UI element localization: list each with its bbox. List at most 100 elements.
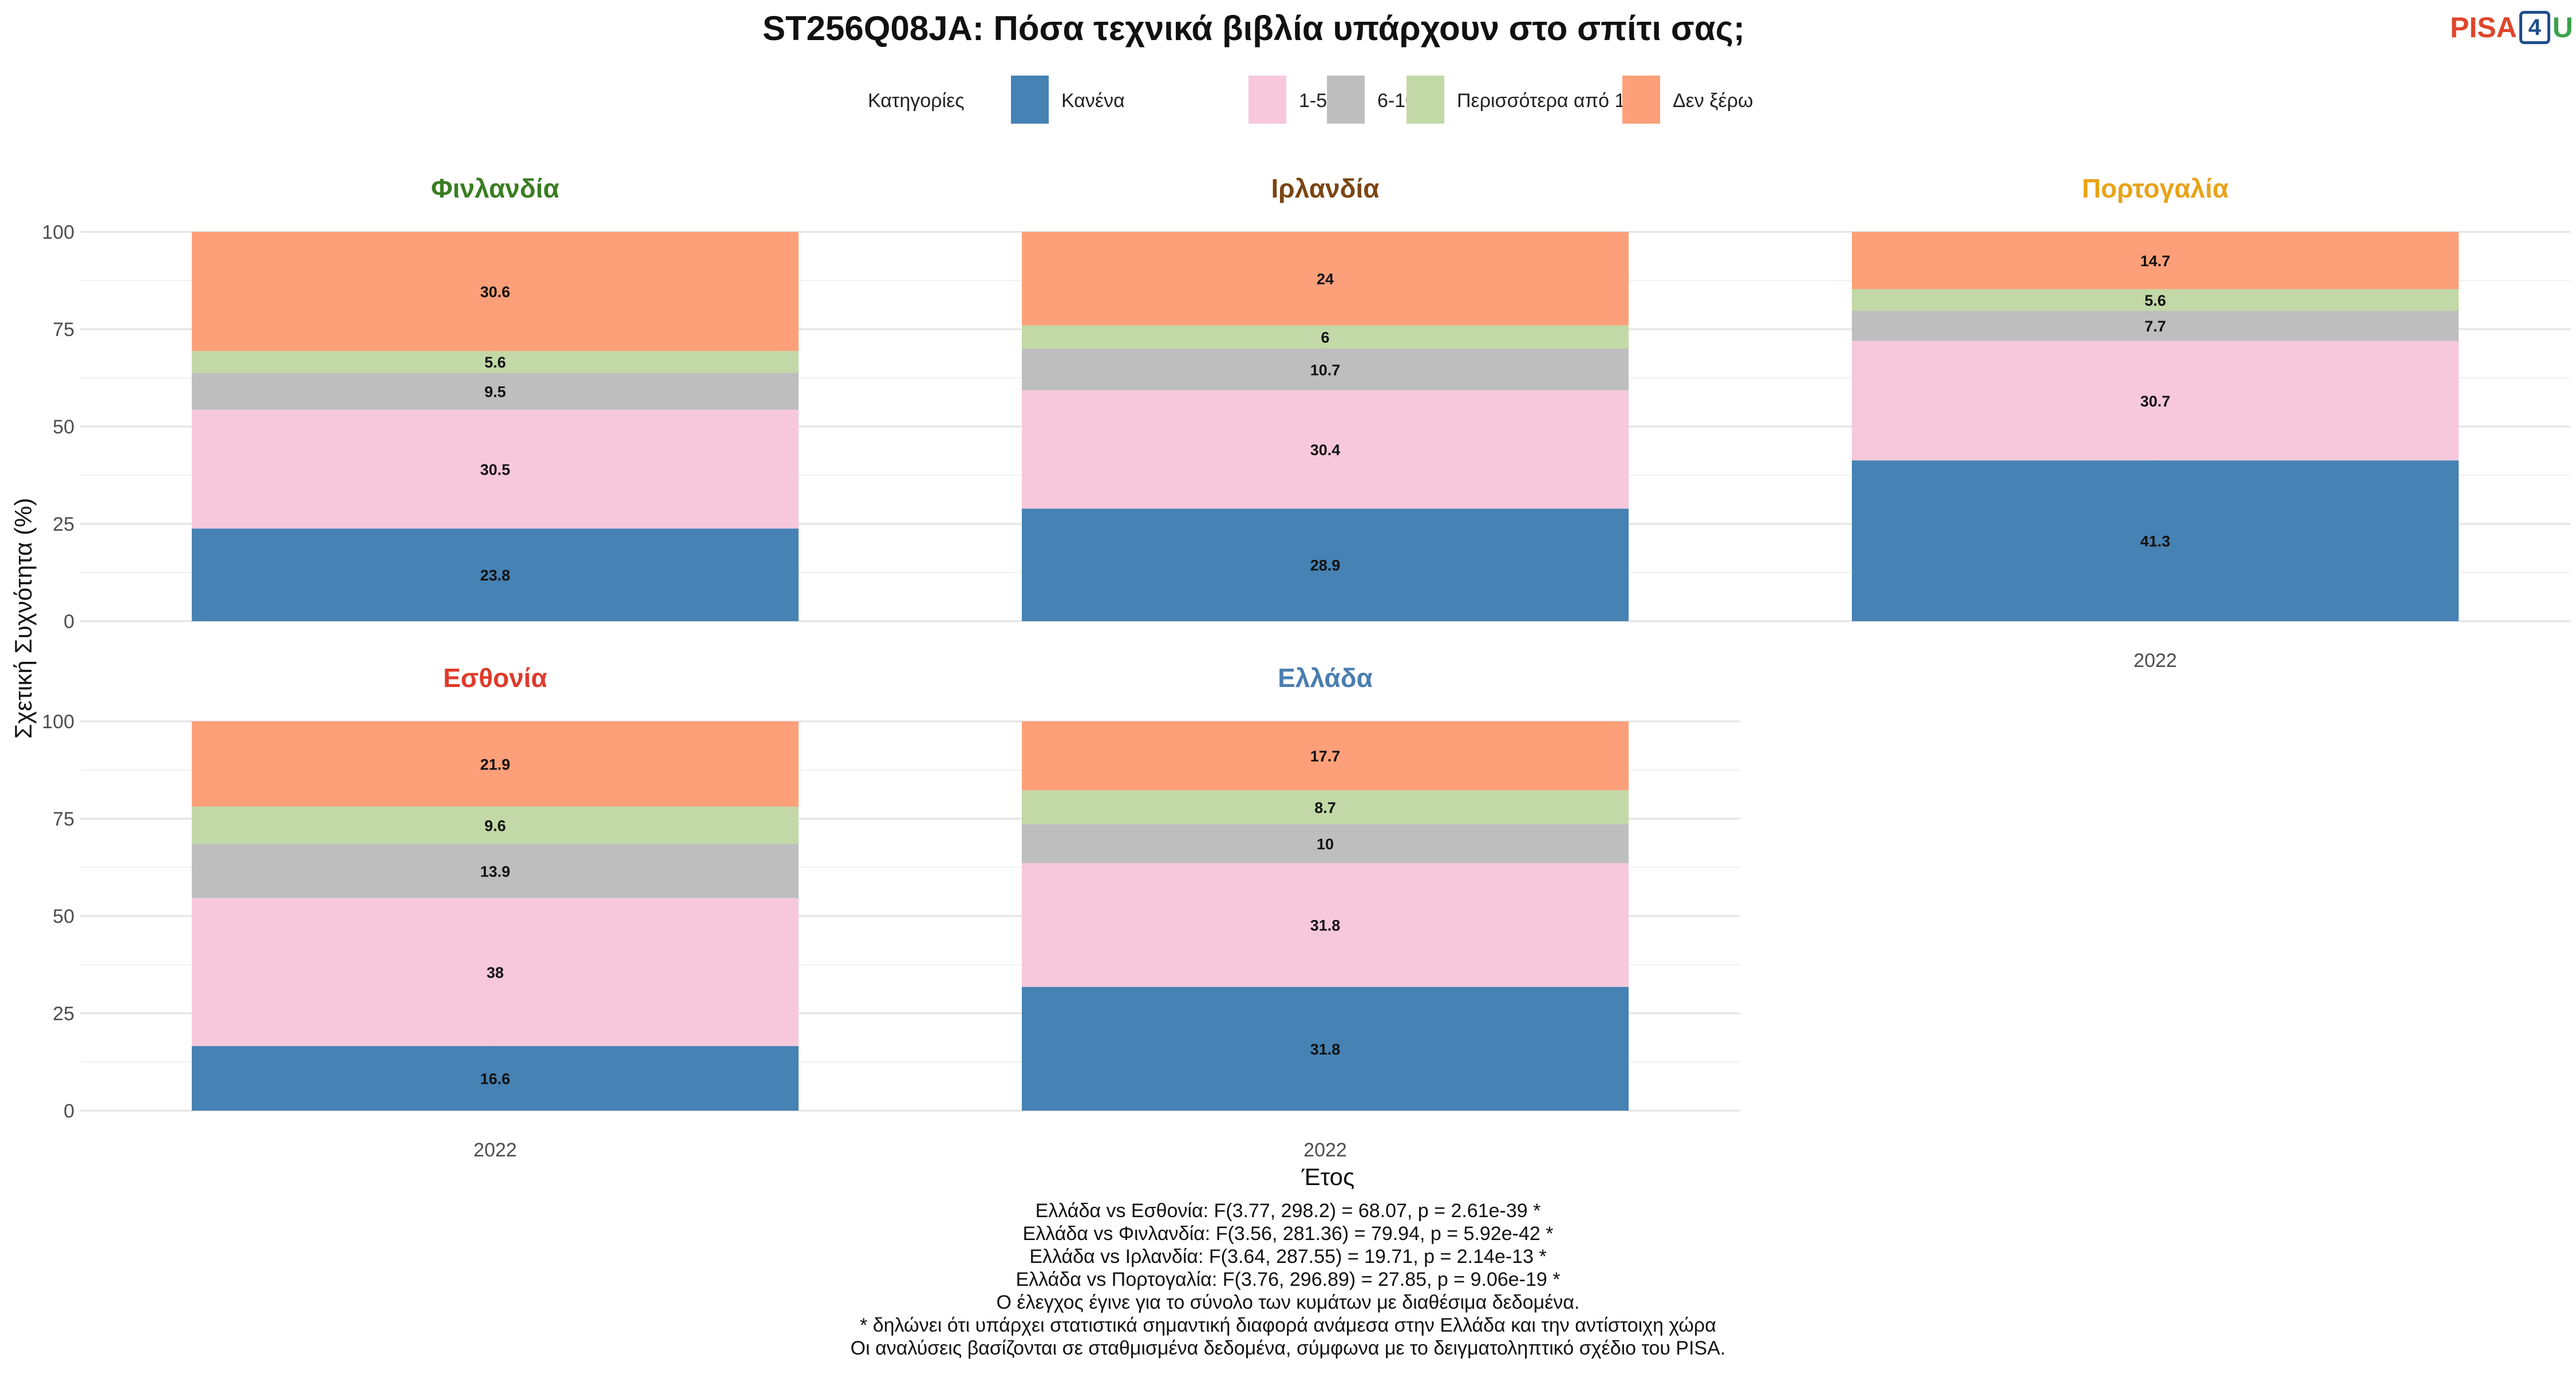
data-label: 9.5 bbox=[484, 383, 506, 400]
bar-segment-δεν-ξέρω bbox=[192, 721, 799, 807]
legend-swatch-περισσότερα-από-10 bbox=[1406, 76, 1444, 124]
data-label: 10 bbox=[1317, 836, 1334, 853]
data-label: 30.4 bbox=[1310, 441, 1341, 459]
bar-segment-6-10 bbox=[1852, 311, 2459, 341]
bar-segment-1-5 bbox=[192, 898, 799, 1047]
bar-segment-6-10 bbox=[1022, 349, 1629, 390]
panel-title: Εσθονία bbox=[443, 663, 547, 693]
bar-segment-κανένα bbox=[1852, 460, 2459, 621]
x-tick-label: 2022 bbox=[473, 1139, 517, 1161]
bar-segment-δεν-ξέρω bbox=[1022, 721, 1629, 791]
x-tick-label: 2022 bbox=[1303, 1139, 1347, 1161]
legend-swatch-6-10 bbox=[1327, 76, 1365, 124]
logo-part-1: PISA bbox=[2450, 11, 2517, 44]
legend: Κατηγορίες Κανένα 1-5 6-10 Περισσότερα από … bbox=[868, 76, 1753, 124]
data-label: 23.8 bbox=[480, 567, 511, 584]
legend-label: Δεν ξέρω bbox=[1673, 90, 1753, 112]
panel-title: Ιρλανδία bbox=[1271, 173, 1379, 203]
pisa4u-logo: PISA 4 U bbox=[2450, 10, 2573, 45]
bar-segment-κανένα bbox=[1022, 986, 1629, 1111]
y-tick-label: 25 bbox=[53, 514, 74, 535]
footer-line: Ελλάδα vs Πορτογαλία: F(3.76, 296.89) = … bbox=[1016, 1269, 1560, 1290]
bar-segment-κανένα bbox=[192, 1046, 799, 1111]
bar-segment-6-10 bbox=[1022, 824, 1629, 863]
y-tick-label: 75 bbox=[53, 319, 74, 341]
legend-swatch-δεν-ξέρω bbox=[1622, 76, 1660, 124]
data-label: 30.6 bbox=[480, 283, 511, 301]
bar-segment-κανένα bbox=[192, 528, 799, 621]
data-label: 5.6 bbox=[484, 354, 506, 371]
bar-segment-δεν-ξέρω bbox=[1852, 232, 2459, 289]
y-tick-label: 25 bbox=[53, 1003, 74, 1025]
data-label: 41.3 bbox=[2140, 533, 2171, 550]
data-label: 24 bbox=[1317, 271, 1334, 288]
panel-title: Πορτογαλία bbox=[2082, 173, 2229, 203]
data-label: 17.7 bbox=[1310, 748, 1341, 765]
logo-part-3: U bbox=[2552, 11, 2573, 44]
bar-segment-6-10 bbox=[192, 373, 799, 410]
data-label: 28.9 bbox=[1310, 557, 1341, 574]
bar-segment-κανένα bbox=[1022, 508, 1629, 621]
y-tick-label: 0 bbox=[64, 611, 74, 633]
legend-label: Περισσότερα από 10 bbox=[1457, 90, 1636, 112]
data-label: 5.6 bbox=[2144, 292, 2166, 309]
y-tick-label: 50 bbox=[53, 416, 74, 438]
panel-title: Φινλανδία bbox=[431, 173, 559, 203]
panel-ιρλανδία: Ιρλανδία 28.9 30.4 10.7 6 24 bbox=[910, 173, 1740, 622]
data-label: 8.7 bbox=[1314, 799, 1336, 816]
bar-segment-1-5 bbox=[192, 409, 799, 529]
bar-segment-περισσότερα-από-10 bbox=[1022, 790, 1629, 824]
footer-line: Ελλάδα vs Εσθονία: F(3.77, 298.2) = 68.0… bbox=[1035, 1200, 1541, 1222]
y-tick-label: 75 bbox=[53, 808, 74, 830]
data-label: 21.9 bbox=[480, 756, 511, 773]
legend-label: Κανένα bbox=[1061, 90, 1125, 112]
footer-line: Ελλάδα vs Φινλανδία: F(3.56, 281.36) = 7… bbox=[1022, 1223, 1554, 1245]
footer-line: Ο έλεγχος έγινε για το σύνολο των κυμάτω… bbox=[996, 1292, 1580, 1313]
data-label: 9.6 bbox=[484, 818, 506, 835]
bar-segment-περισσότερα-από-10 bbox=[1852, 289, 2459, 311]
footer-notes: Ελλάδα vs Εσθονία: F(3.77, 298.2) = 68.0… bbox=[0, 1199, 2576, 1360]
legend-swatch-κανένα bbox=[1011, 76, 1049, 124]
y-tick-label: 100 bbox=[42, 222, 74, 243]
bar-segment-δεν-ξέρω bbox=[1022, 232, 1629, 326]
bar-segment-6-10 bbox=[192, 844, 799, 898]
data-label: 7.7 bbox=[2144, 318, 2166, 335]
facet-panels: Φινλανδία025507510023.830.59.55.630.6Ιρλ… bbox=[42, 173, 2570, 1161]
bar-segment-1-5 bbox=[1022, 863, 1629, 987]
data-label: 38 bbox=[487, 964, 504, 981]
legend-label: 1-5 bbox=[1299, 90, 1327, 112]
chart-title: ST256Q08JA: Πόσα τεχνικά βιβλία υπάρχουν… bbox=[762, 9, 1745, 48]
bar-segment-περισσότερα-από-10 bbox=[1022, 325, 1629, 349]
logo-part-2: 4 bbox=[2519, 11, 2550, 44]
legend-swatch-1-5 bbox=[1249, 76, 1286, 124]
data-label: 16.6 bbox=[480, 1071, 511, 1088]
y-tick-label: 50 bbox=[53, 906, 74, 927]
panel-εσθονία: Εσθονία 0 25 50 75 100 16.6 38 13.9 9.6 21.9 2022 bbox=[42, 663, 910, 1161]
bar-segment-δεν-ξέρω bbox=[192, 232, 799, 352]
data-label: 30.5 bbox=[480, 461, 511, 478]
bar-segment-1-5 bbox=[1852, 341, 2459, 461]
data-label: 31.8 bbox=[1310, 1041, 1341, 1058]
data-label: 10.7 bbox=[1310, 361, 1341, 378]
data-label: 30.7 bbox=[2140, 393, 2171, 410]
y-tick-label: 100 bbox=[42, 711, 74, 733]
bar-segment-περισσότερα-από-10 bbox=[192, 806, 799, 844]
data-label: 6 bbox=[1321, 329, 1329, 346]
bar-segment-1-5 bbox=[1022, 390, 1629, 509]
panel-πορτογαλία: Πορτογαλία 41.3 30.7 7.7 5.6 14.7 2022 bbox=[1740, 173, 2570, 672]
data-label: 13.9 bbox=[480, 863, 511, 880]
footer-line: * δηλώνει ότι υπάρχει στατιστικά σημαντι… bbox=[860, 1314, 1716, 1336]
x-tick-label: 2022 bbox=[2134, 650, 2177, 672]
panel-title: Ελλάδα bbox=[1278, 663, 1373, 693]
data-label: 14.7 bbox=[2140, 252, 2171, 270]
footer-line: Οι αναλύσεις βασίζονται σε σταθμισμένα δ… bbox=[850, 1337, 1726, 1359]
panel-φινλανδία: Φινλανδία 0 25 50 75 100 23.8 30.5 9.5 5.6 30.6 bbox=[42, 173, 910, 633]
x-axis-label: Έτος bbox=[1301, 1163, 1355, 1190]
panel-ελλάδα: Ελλάδα 31.8 31.8 10 8.7 17.7 2022 bbox=[910, 663, 1740, 1161]
footer-line: Ελλάδα vs Ιρλανδία: F(3.64, 287.55) = 19… bbox=[1029, 1246, 1547, 1268]
legend-title: Κατηγορίες bbox=[868, 90, 965, 112]
y-tick-label: 0 bbox=[64, 1100, 74, 1122]
y-axis-label: Σχετική Συχνότητα (%) bbox=[10, 498, 37, 739]
bar-segment-περισσότερα-από-10 bbox=[192, 351, 799, 373]
